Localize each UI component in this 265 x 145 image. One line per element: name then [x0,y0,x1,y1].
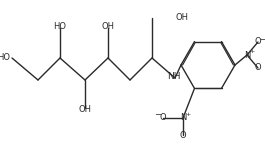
Text: +: + [185,112,190,117]
Text: O: O [255,38,261,47]
Text: HO: HO [54,22,67,31]
Text: O: O [160,114,166,123]
Text: O: O [180,130,186,139]
Text: OH: OH [175,13,188,22]
Text: +: + [249,49,254,54]
Text: O: O [255,64,261,72]
Text: HO: HO [0,54,10,62]
Text: N: N [244,50,250,59]
Text: −: − [259,35,265,44]
Text: −: − [154,111,161,120]
Text: NH: NH [167,72,180,81]
Text: OH: OH [101,22,114,31]
Text: N: N [180,114,186,123]
Text: OH: OH [78,105,91,114]
